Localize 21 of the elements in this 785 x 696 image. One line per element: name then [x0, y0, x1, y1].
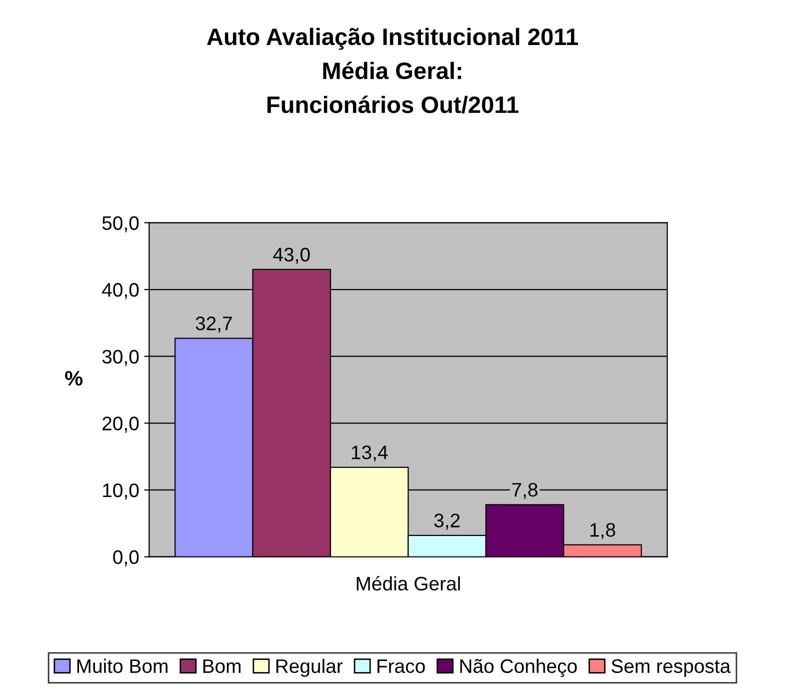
y-tick-label: 50,0: [102, 216, 139, 232]
y-tick-label: 30,0: [102, 350, 139, 366]
legend-label: Bom: [203, 659, 240, 674]
data-label: 3,2: [434, 514, 460, 530]
y-tick-label: 10,0: [103, 483, 139, 500]
data-label: 13,4: [352, 445, 388, 462]
chart-title: Auto Avaliação Institucional 2011 Média Geral: Funcionários Out/2011: [207, 28, 578, 114]
y-tick-label: 20,0: [102, 416, 139, 433]
data-label: 7,8: [512, 482, 538, 499]
legend-label: Fraco: [378, 659, 425, 674]
legend-label: Sem resposta: [612, 659, 731, 677]
x-tick-label: Média Geral: [356, 576, 460, 591]
data-label: 32,7: [196, 316, 232, 333]
legend-label: Não Conheço: [460, 658, 577, 677]
y-tick-label: 40,0: [102, 283, 139, 300]
y-axis-title: %: [65, 370, 83, 386]
legend-label: Muito Bom: [77, 658, 168, 674]
y-tick-label: 0,0: [113, 550, 139, 566]
legend-label: Regular: [276, 658, 343, 677]
data-label: 1,8: [590, 522, 616, 540]
data-label: 43,0: [273, 248, 310, 264]
